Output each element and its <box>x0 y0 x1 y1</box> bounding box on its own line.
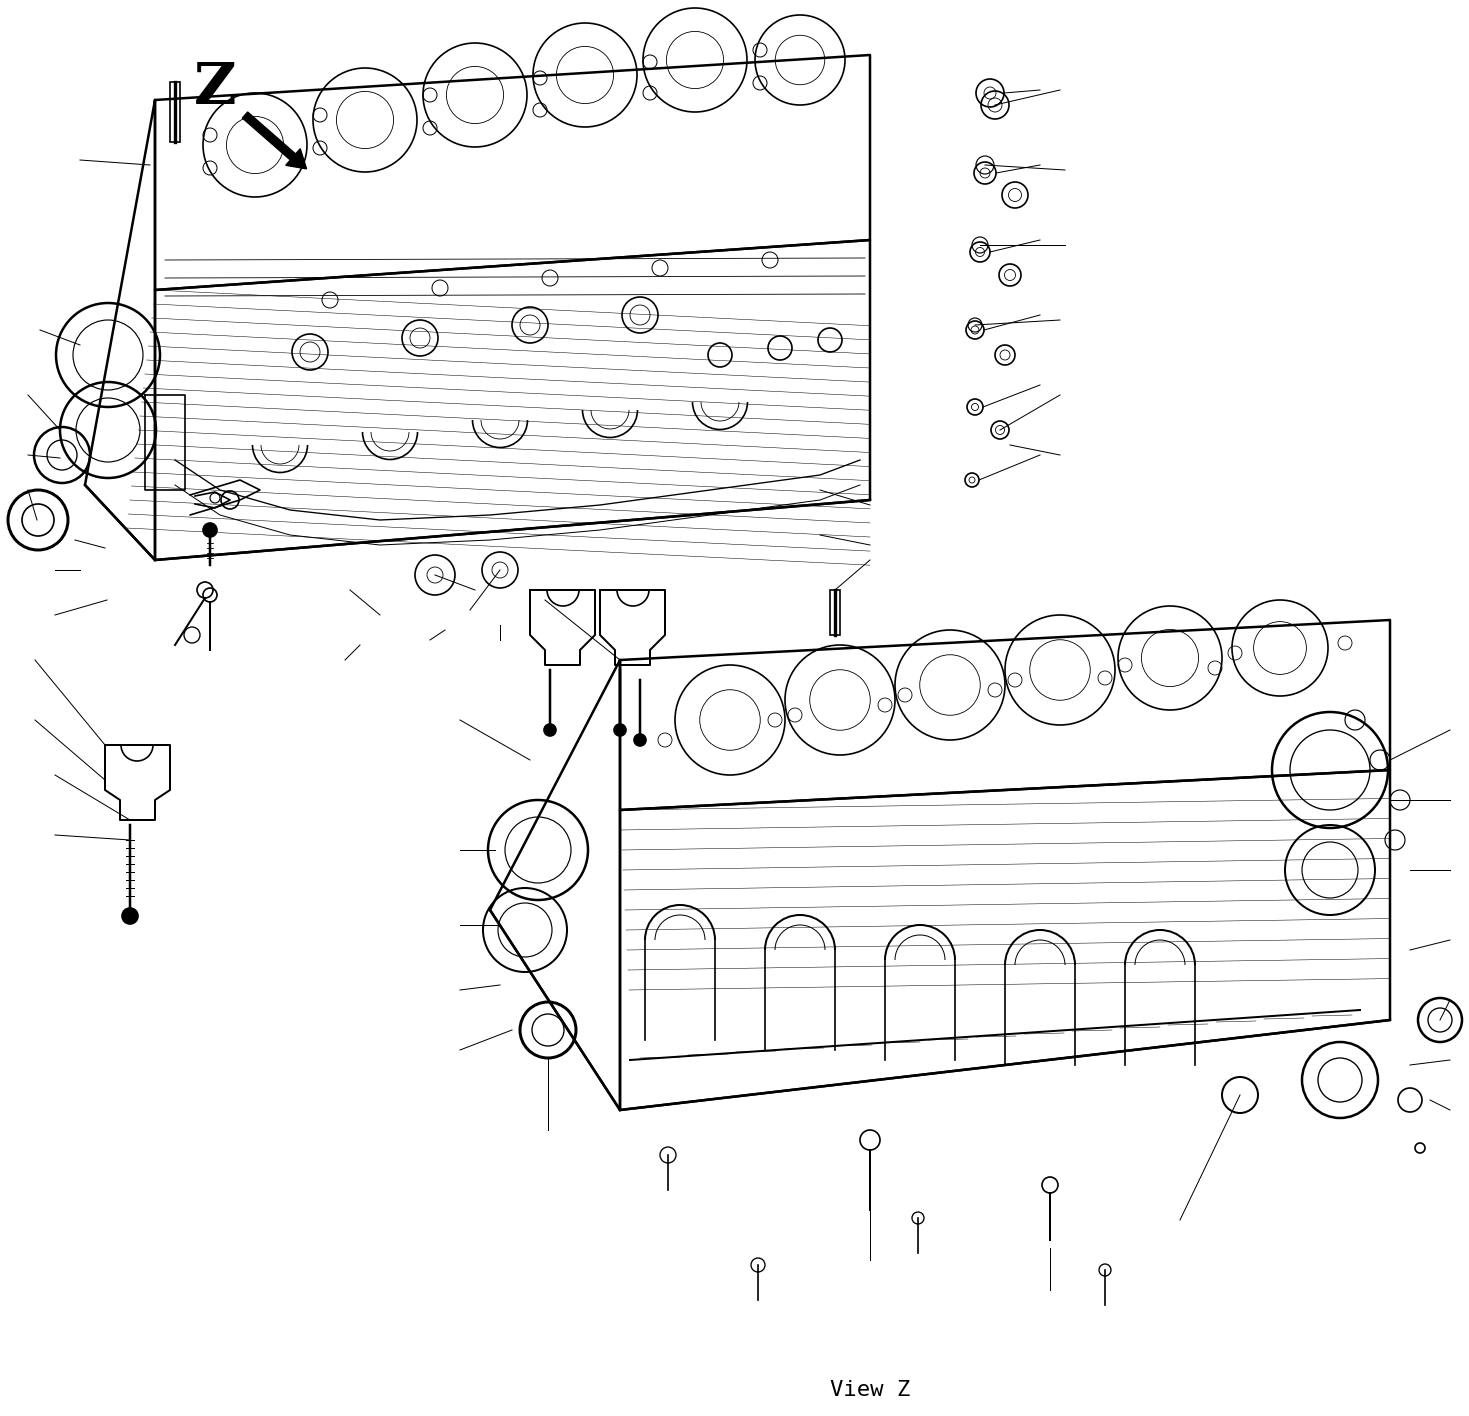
Bar <box>170 82 181 142</box>
Circle shape <box>544 724 555 736</box>
Circle shape <box>635 733 646 746</box>
FancyArrow shape <box>242 112 307 169</box>
Circle shape <box>614 724 626 736</box>
Text: Z: Z <box>194 59 237 116</box>
Bar <box>830 590 840 634</box>
Circle shape <box>122 908 138 925</box>
Circle shape <box>203 523 217 537</box>
Text: View Z: View Z <box>830 1381 911 1400</box>
